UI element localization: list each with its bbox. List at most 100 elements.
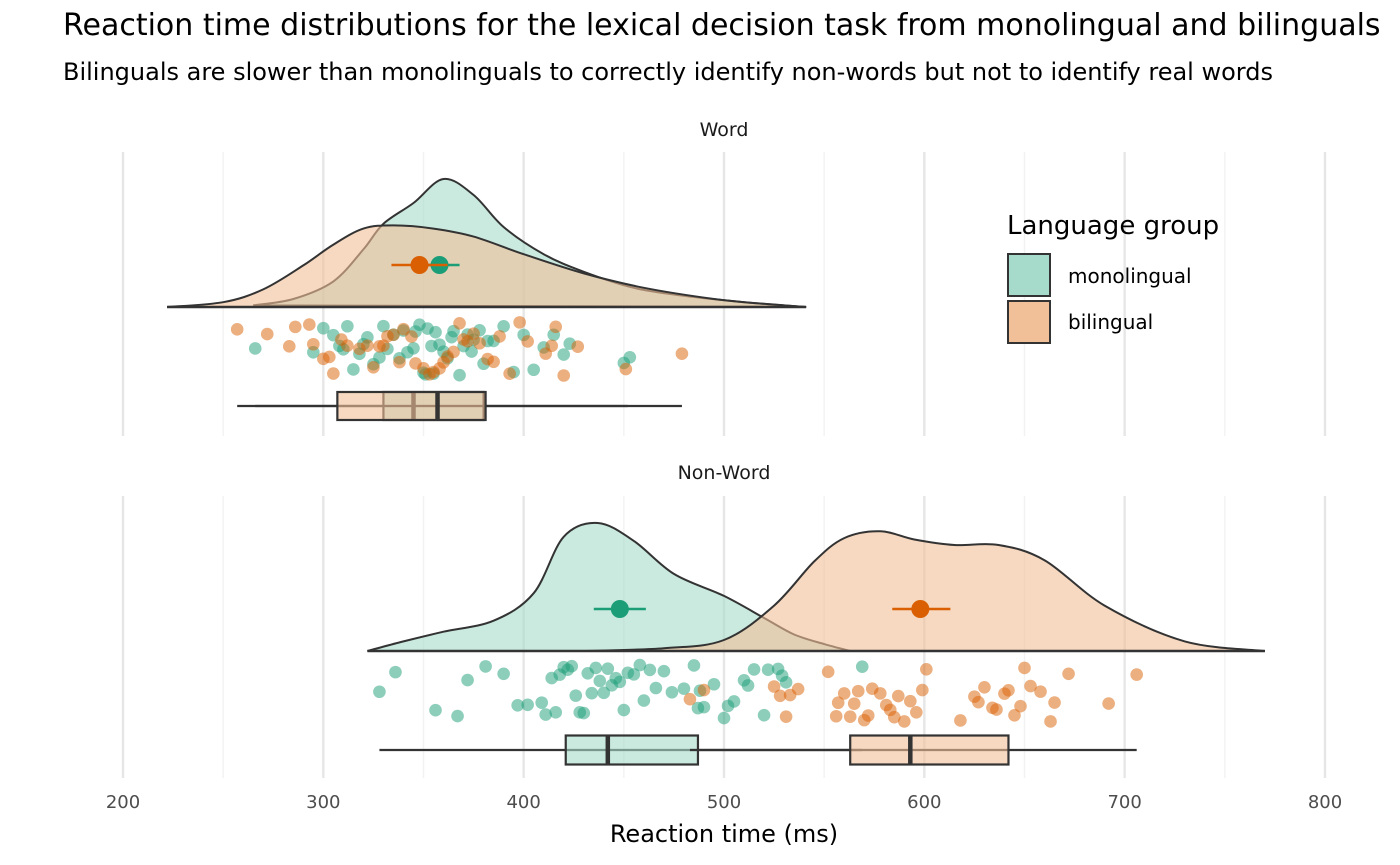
panel-strip-label: Word [700, 119, 749, 141]
data-point-bilingual [230, 323, 244, 336]
data-point-monolingual [479, 660, 492, 673]
data-point-bilingual [557, 369, 571, 382]
chart-title: Reaction time distributions for the lexi… [63, 8, 1381, 43]
data-point-monolingual [527, 363, 540, 377]
data-point-monolingual [623, 350, 637, 364]
data-point-bilingual [1044, 715, 1057, 728]
data-point-bilingual [260, 327, 274, 341]
data-point-monolingual [549, 706, 563, 719]
data-point-bilingual [341, 339, 354, 352]
data-point-bilingual [1014, 699, 1027, 713]
data-point-bilingual [916, 683, 929, 697]
data-point-bilingual [843, 710, 857, 723]
data-point-bilingual [361, 339, 374, 352]
data-point-bilingual [493, 330, 506, 343]
data-point-monolingual [451, 709, 464, 723]
data-point-bilingual [767, 680, 781, 693]
x-tick-label: 800 [1308, 792, 1342, 813]
data-point-monolingual [657, 664, 671, 678]
x-tick-label: 300 [306, 792, 340, 813]
data-point-bilingual [303, 318, 316, 331]
data-point-bilingual [904, 694, 917, 708]
data-point-monolingual [677, 682, 691, 695]
data-point-bilingual [972, 695, 985, 709]
legend-label-bilingual: bilingual [1068, 310, 1153, 334]
data-point-monolingual [593, 674, 607, 688]
x-tick-label: 200 [106, 792, 140, 813]
chart-subtitle: Bilinguals are slower than monolinguals … [63, 58, 1273, 86]
data-point-bilingual [887, 710, 901, 724]
data-point-bilingual [377, 339, 390, 353]
data-point-bilingual [571, 340, 585, 353]
data-point-bilingual [397, 322, 410, 336]
data-point-monolingual [535, 696, 548, 709]
data-point-monolingual [577, 706, 591, 720]
data-point-monolingual [637, 694, 651, 707]
data-point-monolingual [565, 659, 579, 673]
data-point-bilingual [545, 339, 559, 353]
density-bilingual [167, 224, 807, 308]
x-tick-label: 700 [1107, 792, 1141, 813]
data-point-bilingual [405, 330, 418, 343]
data-point-monolingual [633, 658, 647, 672]
data-point-bilingual [910, 705, 923, 719]
data-point-bilingual [847, 697, 861, 710]
data-point-monolingual [429, 325, 442, 339]
data-point-bilingual [327, 367, 340, 380]
data-point-monolingual [569, 689, 583, 702]
density-bilingual [583, 530, 1266, 652]
data-point-bilingual [990, 703, 1003, 716]
data-point-monolingual [389, 665, 402, 679]
data-point-bilingual [1024, 679, 1037, 693]
legend-key-bilingual [1007, 300, 1051, 344]
data-point-monolingual [465, 345, 478, 358]
data-point-bilingual [1130, 668, 1143, 681]
data-point-bilingual [791, 682, 805, 696]
data-point-bilingual [367, 360, 380, 374]
data-point-bilingual [473, 336, 486, 350]
data-point-monolingual [627, 668, 641, 681]
data-point-monolingual [757, 708, 771, 722]
data-point-bilingual [821, 665, 835, 679]
data-point-bilingual [829, 709, 843, 723]
data-point-bilingual [837, 687, 851, 700]
data-point-bilingual [891, 689, 905, 703]
panel-strip-label: Non-Word [678, 462, 771, 484]
data-point-bilingual [779, 710, 793, 723]
legend-title: Language group [1007, 211, 1219, 241]
data-point-monolingual [497, 667, 510, 681]
data-point-bilingual [873, 687, 887, 700]
data-point-bilingual [675, 347, 689, 361]
data-point-monolingual [511, 699, 524, 712]
data-point-bilingual [487, 355, 500, 369]
data-point-bilingual [513, 316, 526, 329]
data-point-monolingual [429, 703, 442, 717]
data-point-monolingual [597, 686, 611, 700]
panel-non-word: Non-Word [367, 462, 1266, 766]
data-point-bilingual [1002, 684, 1015, 697]
legend-key-monolingual [1007, 253, 1051, 297]
data-point-bilingual [1034, 685, 1047, 698]
data-point-bilingual [1048, 696, 1061, 709]
data-point-bilingual [282, 340, 296, 353]
data-point-bilingual [447, 345, 460, 359]
data-point-bilingual [521, 335, 534, 348]
legend: Language group monolingual bilingual [1007, 211, 1219, 344]
data-point-monolingual [601, 662, 615, 675]
data-point-bilingual [1102, 697, 1115, 710]
data-point-bilingual [453, 317, 466, 330]
data-point-bilingual [851, 684, 865, 698]
data-point-bilingual [954, 714, 967, 727]
data-point-bilingual [1062, 667, 1075, 681]
data-point-monolingual [248, 342, 262, 355]
mean-point-bilingual [911, 600, 930, 618]
data-point-monolingual [727, 695, 741, 708]
data-point-monolingual [643, 663, 657, 677]
data-point-bilingual [307, 337, 320, 351]
x-axis-label: Reaction time (ms) [610, 820, 838, 848]
data-point-monolingual [539, 708, 553, 721]
data-point-monolingual [341, 319, 354, 333]
data-point-monolingual [373, 351, 386, 364]
box-bilingual [849, 734, 1010, 766]
